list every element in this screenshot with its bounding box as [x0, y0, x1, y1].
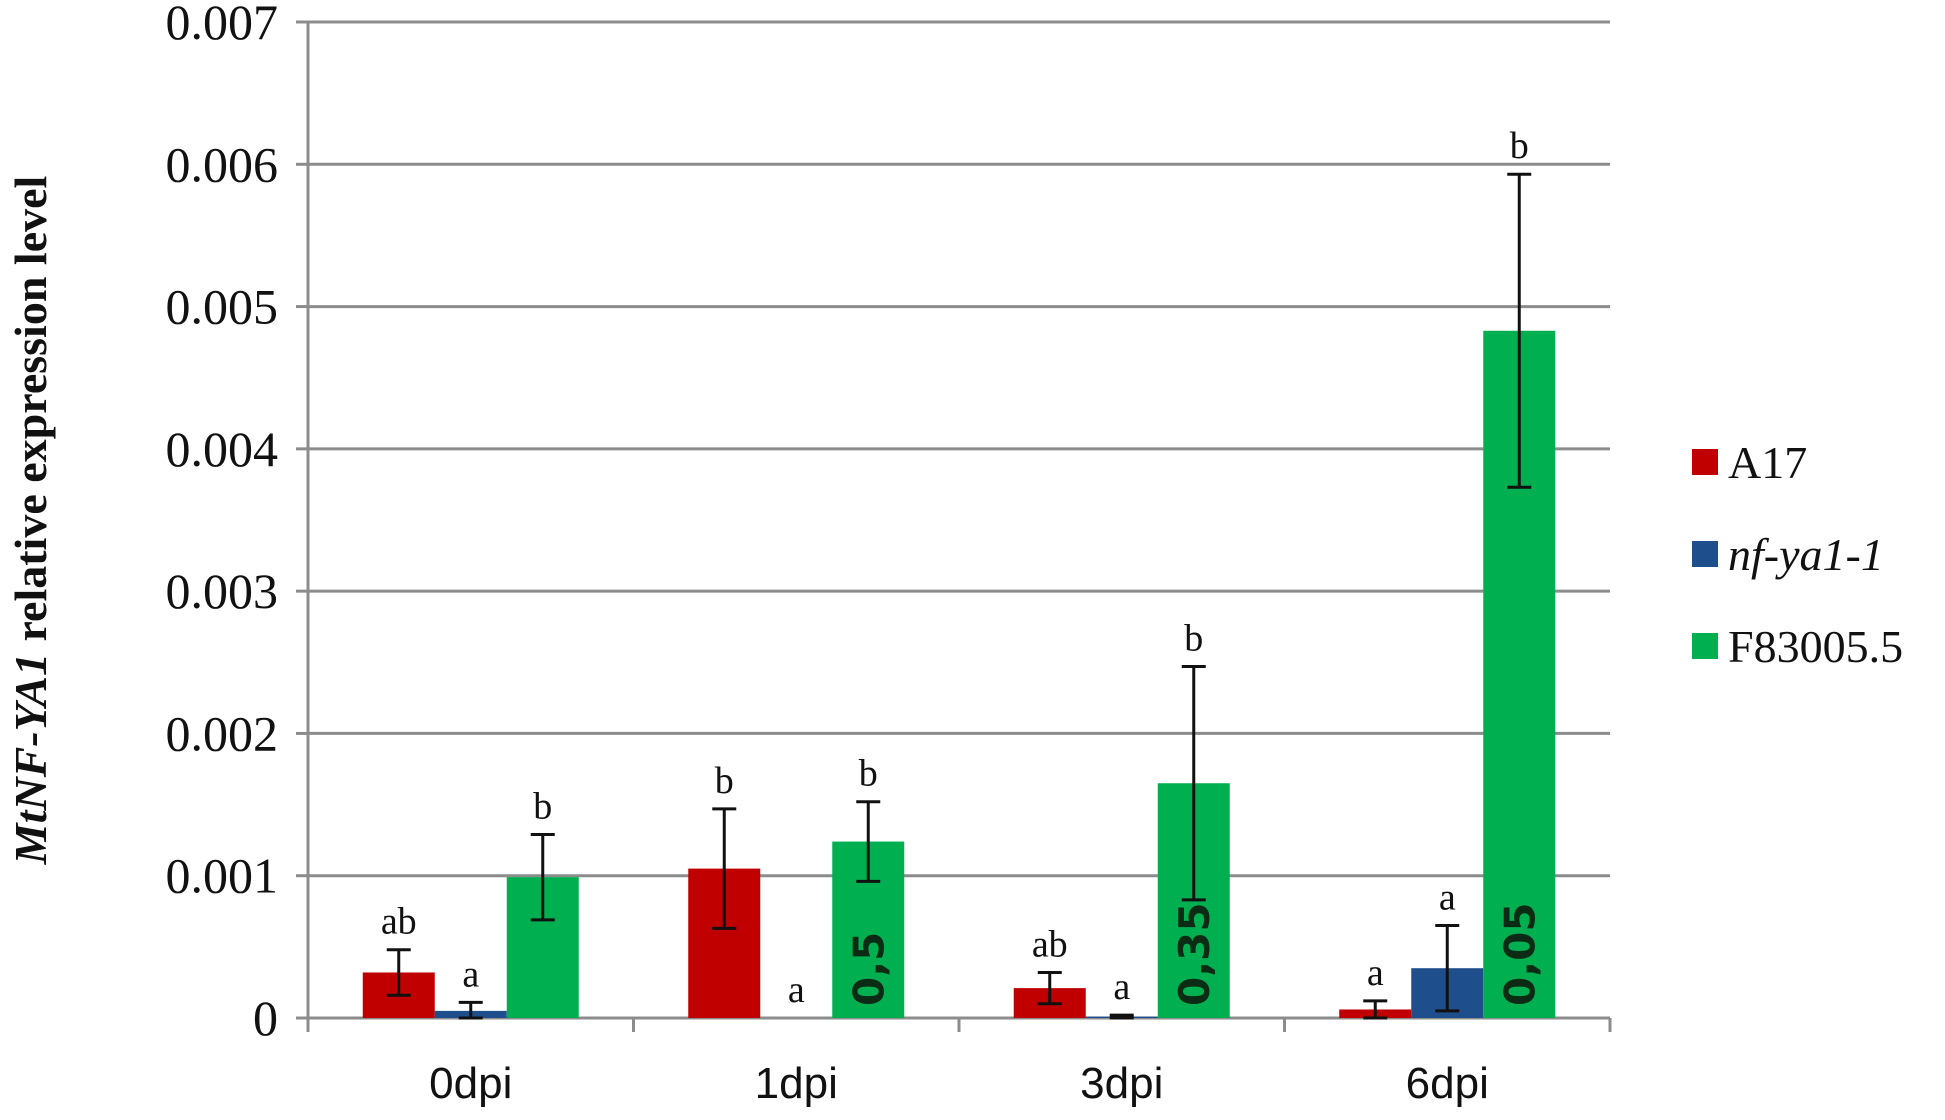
significance-letter: a — [1439, 877, 1456, 919]
legend-swatch — [1692, 541, 1718, 567]
legend-label: A17 — [1728, 437, 1807, 488]
y-axis-label: MtNF-YA1 relative expression level — [5, 176, 56, 866]
in-bar-label: 0,5 — [844, 932, 893, 1006]
significance-letter: a — [1367, 952, 1384, 994]
x-category-label: 1dpi — [755, 1059, 838, 1108]
y-tick-label: 0.005 — [166, 279, 279, 335]
y-tick-label: 0.002 — [166, 705, 279, 761]
y-tick-label: 0.003 — [166, 563, 279, 619]
in-bar-label: 0,05 — [1495, 902, 1544, 1006]
legend-swatch — [1692, 449, 1718, 475]
x-category-label: 6dpi — [1406, 1059, 1489, 1108]
significance-letter: b — [533, 785, 552, 827]
axes — [296, 20, 1612, 1032]
legend-label: F83005.5 — [1728, 621, 1903, 672]
significance-letter: b — [715, 760, 734, 802]
legend-label: nf-ya1-1 — [1728, 529, 1884, 580]
significance-letter: a — [1113, 966, 1130, 1008]
y-axis-label-rest: relative expression level — [5, 176, 56, 653]
y-tick-label: 0 — [253, 990, 278, 1046]
legend: A17 nf-ya1-1 F83005.5 — [1692, 437, 1903, 672]
significance-letter: ab — [381, 901, 417, 943]
significance-letter: b — [1184, 618, 1203, 660]
bars — [362, 172, 1556, 1020]
significance-letter: b — [1510, 125, 1529, 167]
y-tick-label: 0.004 — [166, 421, 279, 477]
labels: 0 0.001 0.002 0.003 0.004 0.005 0.006 0.007 0dpi… — [5, 0, 1544, 1108]
x-category-label: 3dpi — [1080, 1059, 1163, 1108]
x-category-label: 0dpi — [429, 1059, 512, 1108]
y-tick-label: 0.006 — [166, 136, 279, 192]
significance-letter: ab — [1032, 923, 1068, 965]
significance-letter: b — [859, 753, 878, 795]
y-tick-label: 0.001 — [166, 848, 279, 904]
significance-letter: a — [788, 969, 805, 1011]
gridlines — [308, 20, 1610, 878]
in-bar-label: 0,35 — [1170, 902, 1219, 1006]
y-axis-label-gene: MtNF-YA1 — [5, 653, 56, 865]
legend-swatch — [1692, 633, 1718, 659]
y-tick-label: 0.007 — [166, 0, 279, 50]
significance-letter: a — [462, 953, 479, 995]
